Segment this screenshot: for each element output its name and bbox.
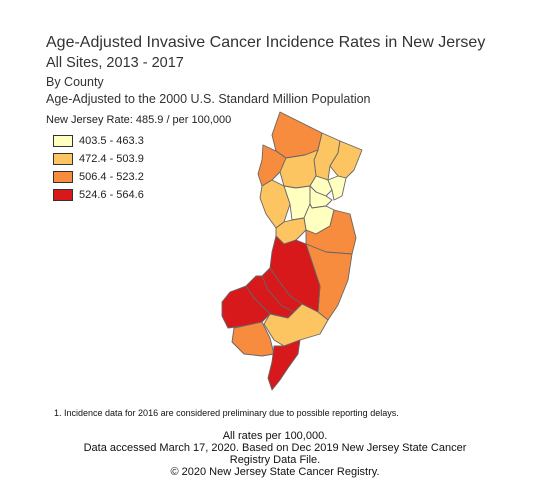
legend-swatch-4 — [53, 189, 73, 201]
footer-line-2: Data accessed March 17, 2020. Based on D… — [83, 442, 467, 454]
footnote: 1. Incidence data for 2016 are considere… — [54, 408, 399, 418]
legend-label-4: 524.6 - 564.6 — [79, 189, 144, 201]
map-subtitle-standard: Age-Adjusted to the 2000 U.S. Standard M… — [46, 92, 371, 106]
legend-swatch-3 — [53, 171, 73, 183]
county-cumberland[interactable] — [231, 321, 275, 357]
footer-line-4: © 2020 New Jersey State Cancer Registry. — [170, 466, 380, 478]
legend: 403.5 - 463.3 472.4 - 503.9 506.4 - 523.… — [53, 132, 144, 204]
legend-label-3: 506.4 - 523.2 — [79, 171, 144, 183]
footer-line-3: Registry Data File. — [229, 454, 321, 466]
footer-line-1: All rates per 100,000. — [222, 430, 328, 442]
legend-label-1: 403.5 - 463.3 — [79, 135, 144, 147]
legend-swatch-2 — [53, 153, 73, 165]
county-hudson[interactable] — [327, 175, 347, 201]
legend-item-1: 403.5 - 463.3 — [53, 132, 144, 150]
legend-item-2: 472.4 - 503.9 — [53, 150, 144, 168]
legend-swatch-1 — [53, 135, 73, 147]
county-atlantic[interactable] — [263, 303, 329, 347]
map-title: Age-Adjusted Invasive Cancer Incidence R… — [46, 34, 486, 51]
county-salem[interactable] — [221, 285, 271, 329]
county-cape-may[interactable] — [267, 339, 301, 391]
legend-item-3: 506.4 - 523.2 — [53, 168, 144, 186]
legend-item-4: 524.6 - 564.6 — [53, 186, 144, 204]
legend-label-2: 472.4 - 503.9 — [79, 153, 144, 165]
map-subtitle: All Sites, 2013 - 2017 — [46, 55, 184, 71]
state-rate: New Jersey Rate: 485.9 / per 100,000 — [46, 114, 232, 126]
county-monmouth[interactable] — [305, 209, 357, 255]
footer: All rates per 100,000. Data accessed Mar… — [0, 430, 550, 478]
map-subtitle-geography: By County — [46, 75, 104, 89]
